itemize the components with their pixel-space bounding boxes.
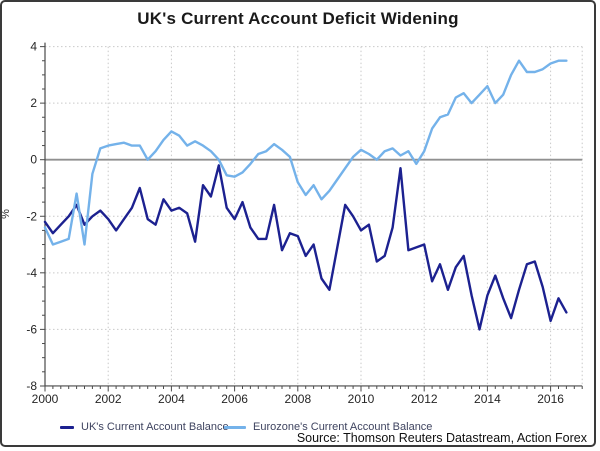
uk-series-line (43, 164, 568, 331)
legend-label-uk: UK's Current Account Balance (81, 421, 229, 433)
legend-label-eurozone: Eurozone's Current Account Balance (253, 421, 433, 433)
x-tick-label: 2004 (158, 392, 185, 406)
x-tick-label: 2010 (348, 392, 375, 406)
uk-line-swatch (60, 425, 74, 429)
eurozone-line-swatch (224, 425, 246, 429)
x-tick-label: 2012 (411, 392, 438, 406)
series (43, 164, 568, 331)
x-tick-label: 2006 (221, 392, 248, 406)
y-axis-unit-label: % (0, 209, 12, 219)
y-tick-label: -4 (26, 266, 37, 280)
gridlines (45, 46, 583, 386)
x-tick-label: 2014 (474, 392, 501, 406)
axis-ticks (40, 46, 583, 392)
y-tick-label: 4 (30, 40, 37, 54)
y-tick-label: -6 (26, 322, 37, 336)
y-tick-label: -2 (26, 209, 37, 223)
legend-item-eurozone: Eurozone's Current Account Balance (224, 421, 432, 433)
x-tick-label: 2008 (284, 392, 311, 406)
axes (44, 42, 583, 387)
y-tick-label: -8 (26, 379, 37, 393)
legend-item-uk: UK's Current Account Balance (60, 421, 229, 433)
chart-title: UK's Current Account Deficit Widening (137, 9, 459, 28)
y-tick-label: 2 (30, 96, 37, 110)
x-tick-label: 2002 (95, 392, 122, 406)
x-tick-label: 2000 (32, 392, 59, 406)
y-tick-label: 0 (30, 153, 37, 167)
series (43, 59, 568, 246)
source-note: Source: Thomson Reuters Datastream, Acti… (296, 431, 587, 445)
x-tick-label: 2016 (537, 392, 564, 406)
eurozone-series-line (43, 59, 568, 246)
